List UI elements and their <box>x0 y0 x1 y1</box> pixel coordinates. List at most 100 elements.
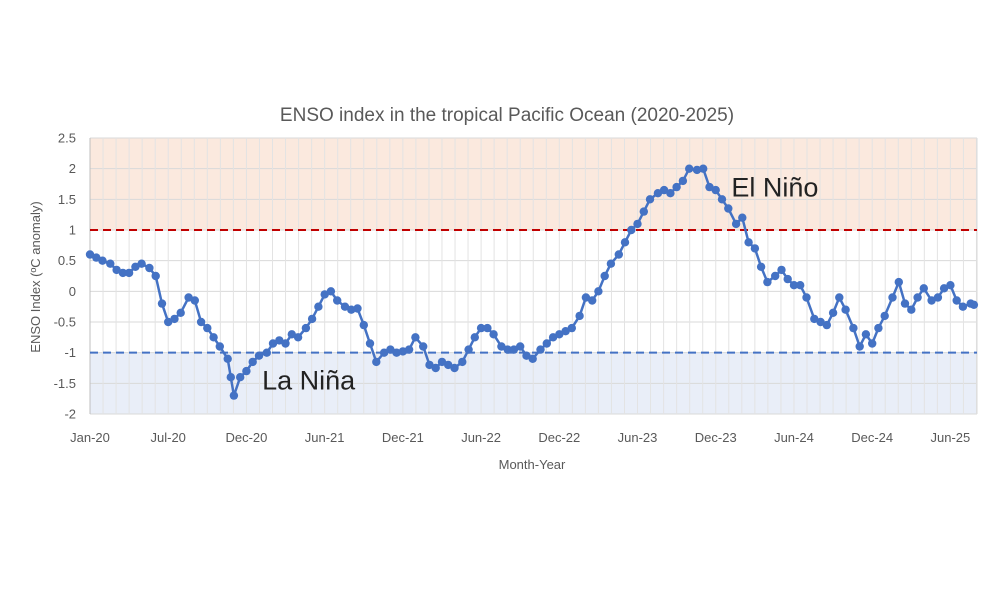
y-tick-label: -0.5 <box>54 315 76 330</box>
data-point <box>320 290 329 299</box>
data-point <box>170 314 179 324</box>
y-tick-label: 1 <box>69 223 76 238</box>
data-point <box>849 323 858 333</box>
data-point <box>404 345 414 354</box>
data-point <box>365 339 375 348</box>
data-point <box>131 262 140 271</box>
x-tick-label: Jun-25 <box>931 430 971 445</box>
data-point <box>379 348 389 357</box>
data-point <box>528 354 537 363</box>
data-point <box>653 189 663 198</box>
data-point <box>861 330 871 339</box>
data-point <box>497 342 506 351</box>
data-point <box>561 327 570 336</box>
data-point <box>425 360 434 370</box>
data-point <box>614 250 623 259</box>
data-point <box>281 339 290 348</box>
threshold-lines <box>90 229 977 354</box>
data-point <box>293 333 303 342</box>
data-point <box>731 219 741 229</box>
data-point <box>927 296 936 305</box>
data-point <box>894 277 903 287</box>
data-point <box>633 219 642 229</box>
data-point <box>763 277 772 287</box>
data-point <box>789 281 799 290</box>
data-point <box>717 195 727 204</box>
y-tick-label: 2 <box>69 161 76 176</box>
data-point <box>939 284 949 293</box>
y-tick-label: 0.5 <box>58 253 76 268</box>
data-point <box>307 314 317 324</box>
data-point <box>645 195 655 204</box>
x-tick-label: Dec-21 <box>382 430 424 445</box>
data-point <box>106 259 115 268</box>
data-point <box>458 357 467 367</box>
data-point <box>196 317 206 327</box>
data-point <box>157 299 167 308</box>
data-point <box>969 300 979 309</box>
x-tick-label: Jun-23 <box>618 430 658 445</box>
data-point <box>444 360 453 370</box>
x-axis-label: Month-Year <box>499 457 566 472</box>
data-point <box>268 339 278 348</box>
data-point <box>588 296 597 305</box>
data-point <box>639 207 648 216</box>
data-point <box>314 302 323 311</box>
data-point <box>855 342 864 351</box>
data-point <box>470 333 479 342</box>
data-point <box>888 293 897 302</box>
x-tick-label: Jul-20 <box>151 430 186 445</box>
data-point <box>581 293 591 302</box>
data-point <box>419 342 428 351</box>
data-point <box>620 238 630 247</box>
data-point <box>464 345 473 354</box>
data-point <box>685 164 694 173</box>
la-nina-label: La Niña <box>262 365 356 395</box>
data-point <box>176 308 185 317</box>
y-tick-label: 2.5 <box>58 131 76 146</box>
data-point <box>223 354 232 363</box>
data-point <box>536 345 545 354</box>
data-point <box>516 342 525 351</box>
data-point <box>542 339 551 348</box>
data-point <box>750 244 760 253</box>
data-point <box>796 281 805 290</box>
data-point <box>841 305 850 314</box>
y-axis-label: ENSO Index (ºC anomaly) <box>28 201 43 352</box>
data-point <box>262 348 271 357</box>
data-point <box>353 304 362 313</box>
data-point <box>575 311 584 321</box>
data-point <box>392 348 401 357</box>
data-point <box>509 345 519 354</box>
data-point <box>835 293 844 302</box>
x-tick-label: Dec-22 <box>538 430 580 445</box>
data-point <box>783 274 792 284</box>
data-point <box>816 317 825 327</box>
data-point <box>242 366 251 376</box>
data-point <box>606 259 616 268</box>
data-point <box>301 323 311 333</box>
data-point <box>810 314 819 324</box>
data-point <box>215 342 224 351</box>
data-point <box>900 299 910 308</box>
data-point <box>112 265 121 275</box>
data-point <box>822 320 831 330</box>
data-point <box>333 296 342 305</box>
data-point <box>627 225 636 235</box>
data-point <box>450 363 459 373</box>
data-series <box>85 164 979 400</box>
x-tick-label: Jun-21 <box>305 430 345 445</box>
y-tick-label: 0 <box>69 284 76 299</box>
data-point <box>868 339 877 348</box>
data-point <box>958 302 968 311</box>
data-point <box>287 330 296 339</box>
data-point <box>326 287 336 296</box>
data-point <box>594 287 603 296</box>
data-point <box>802 293 811 302</box>
data-point <box>85 250 95 259</box>
data-point <box>92 253 101 262</box>
data-point <box>137 259 146 268</box>
data-point <box>919 284 928 293</box>
x-tick-label: Jun-24 <box>774 430 814 445</box>
